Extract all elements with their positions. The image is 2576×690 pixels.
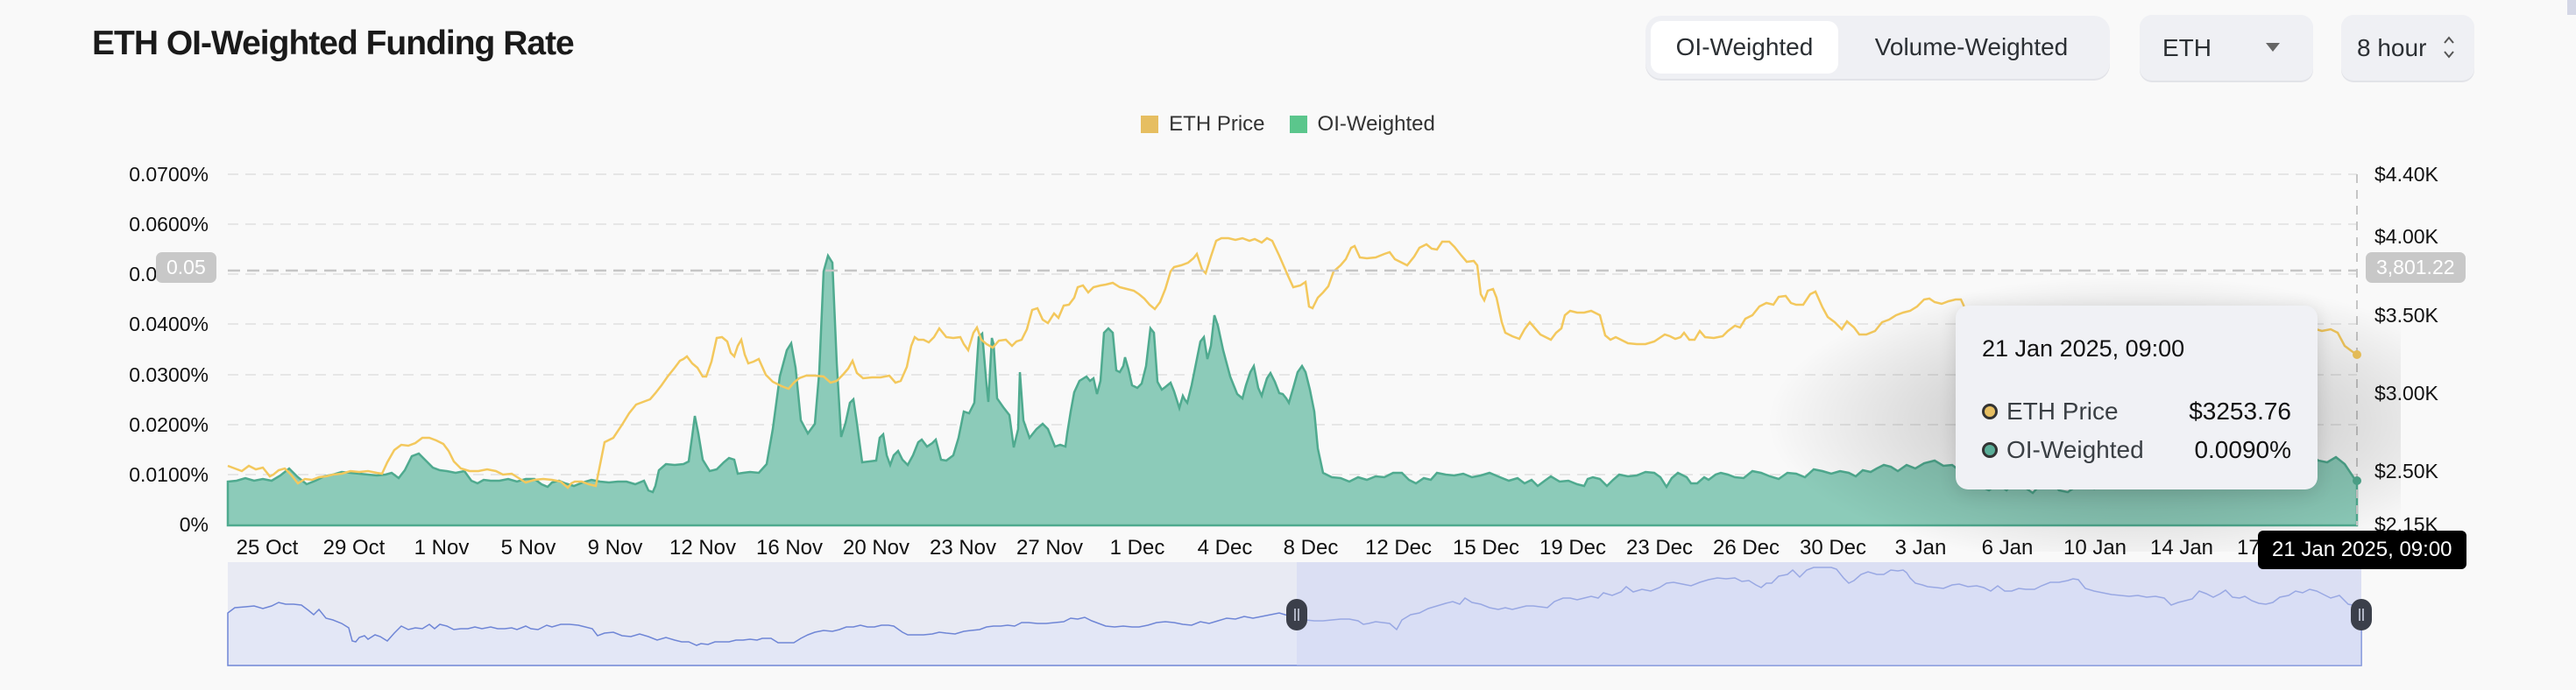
x-axis-tick: 19 Dec bbox=[1539, 536, 1607, 560]
legend-item-oi-weighted[interactable]: OI-Weighted bbox=[1289, 112, 1435, 137]
coin-select[interactable]: ETH bbox=[2140, 15, 2313, 81]
x-axis-tick: 10 Jan bbox=[2063, 536, 2127, 560]
x-axis-tick: 12 Nov bbox=[669, 536, 737, 560]
x-axis-tick: 15 Dec bbox=[1452, 536, 1520, 560]
y-axis-right-tick: $3.50K bbox=[2374, 304, 2438, 327]
caret-down-icon bbox=[2266, 43, 2280, 52]
x-axis-tick: 14 Jan bbox=[2149, 536, 2214, 560]
legend-item-eth-price[interactable]: ETH Price bbox=[1141, 112, 1265, 137]
tab-volume-weighted[interactable]: Volume-Weighted bbox=[1874, 33, 2069, 60]
y-axis-left-tick: 0.0700% bbox=[129, 163, 209, 186]
tooltip-series-value: 0.0090% bbox=[2194, 436, 2291, 463]
interval-select[interactable]: 8 hour bbox=[2341, 15, 2474, 81]
y-axis-left-tick: 0.0200% bbox=[129, 413, 209, 436]
tooltip-date: 21 Jan 2025, 09:00 bbox=[1982, 335, 2185, 362]
eth-price-line bbox=[227, 236, 2358, 489]
tooltip-row-oi-weighted: OI-Weighted 0.0090% bbox=[1982, 431, 2291, 469]
x-axis-tick: 23 Dec bbox=[1625, 536, 1694, 560]
crosshair-right-value: 3,801.22 bbox=[2366, 252, 2466, 283]
oi-active-dot bbox=[2353, 476, 2361, 485]
coin-select-value: ETH bbox=[2162, 33, 2212, 61]
x-axis-tick: 26 Dec bbox=[1712, 536, 1780, 560]
brush-handle-left[interactable] bbox=[1286, 599, 1307, 630]
y-axis-right-tick: $3.00K bbox=[2374, 382, 2438, 405]
x-axis-tick: 1 Nov bbox=[414, 536, 470, 560]
oi-weighted-area bbox=[226, 252, 2359, 527]
page-title: ETH OI-Weighted Funding Rate bbox=[92, 25, 575, 62]
chart-tooltip: 21 Jan 2025, 09:00 ETH Price $3253.76 OI… bbox=[1956, 306, 2318, 489]
y-axis-left-tick: 0% bbox=[179, 513, 209, 536]
tooltip-series-name: ETH Price bbox=[2006, 398, 2119, 425]
y-axis-right-tick: $2.50K bbox=[2374, 460, 2438, 482]
x-axis-tick: 20 Nov bbox=[842, 536, 910, 560]
chart-legend: ETH Price OI-Weighted bbox=[0, 112, 2576, 137]
brush-handle-right[interactable] bbox=[2351, 599, 2372, 630]
crosshair-x-label: 21 Jan 2025, 09:00 bbox=[2258, 531, 2466, 569]
x-axis-tick: 16 Nov bbox=[755, 536, 824, 560]
x-axis-tick: 23 Nov bbox=[929, 536, 997, 560]
y-axis-left-tick: 0.0100% bbox=[129, 463, 209, 486]
weighting-toggle: OI-Weighted Volume-Weighted bbox=[1645, 16, 2110, 79]
x-axis-tick: 30 Dec bbox=[1799, 536, 1867, 560]
y-axis-left-tick: 0.0400% bbox=[129, 313, 209, 335]
price-active-dot bbox=[2353, 350, 2361, 359]
x-axis-tick: 25 Oct bbox=[236, 536, 299, 560]
x-axis-tick: 1 Dec bbox=[1109, 536, 1165, 560]
legend-swatch-eth-price bbox=[1141, 116, 1159, 133]
y-axis-left-tick: 0.0300% bbox=[129, 363, 209, 386]
y-axis-right-tick: $4.00K bbox=[2374, 225, 2438, 248]
tooltip-row-eth-price: ETH Price $3253.76 bbox=[1982, 392, 2291, 431]
x-axis-tick: 8 Dec bbox=[1283, 536, 1339, 560]
chevron-up-down-icon bbox=[2444, 36, 2454, 59]
tooltip-series-name: OI-Weighted bbox=[2006, 436, 2144, 463]
brush-selection bbox=[1297, 562, 2361, 665]
eth-price-dot-icon bbox=[1982, 404, 1998, 419]
legend-label: OI-Weighted bbox=[1317, 112, 1435, 136]
x-axis-tick: 9 Nov bbox=[587, 536, 643, 560]
x-axis-tick: 5 Nov bbox=[500, 536, 556, 560]
scrollbar-thumb[interactable] bbox=[2567, 0, 2576, 15]
oi-weighted-dot-icon bbox=[1982, 442, 1998, 458]
x-axis-tick: 27 Nov bbox=[1016, 536, 1084, 560]
tooltip-series-value: $3253.76 bbox=[2189, 398, 2291, 425]
legend-swatch-oi-weighted bbox=[1289, 116, 1307, 133]
y-axis-left-tick: 0.0600% bbox=[129, 213, 209, 236]
crosshair-left-value: 0.05 bbox=[156, 252, 216, 283]
x-axis-tick: 4 Dec bbox=[1197, 536, 1253, 560]
x-axis-tick: 29 Oct bbox=[322, 536, 386, 560]
x-axis-tick: 12 Dec bbox=[1364, 536, 1433, 560]
x-axis-tick: 6 Jan bbox=[1981, 536, 2034, 560]
x-axis-tick: 3 Jan bbox=[1894, 536, 1947, 560]
tab-oi-weighted[interactable]: OI-Weighted bbox=[1651, 21, 1838, 74]
interval-select-value: 8 hour bbox=[2357, 33, 2427, 61]
legend-label: ETH Price bbox=[1169, 112, 1265, 136]
y-axis-right-tick: $4.40K bbox=[2374, 163, 2438, 186]
